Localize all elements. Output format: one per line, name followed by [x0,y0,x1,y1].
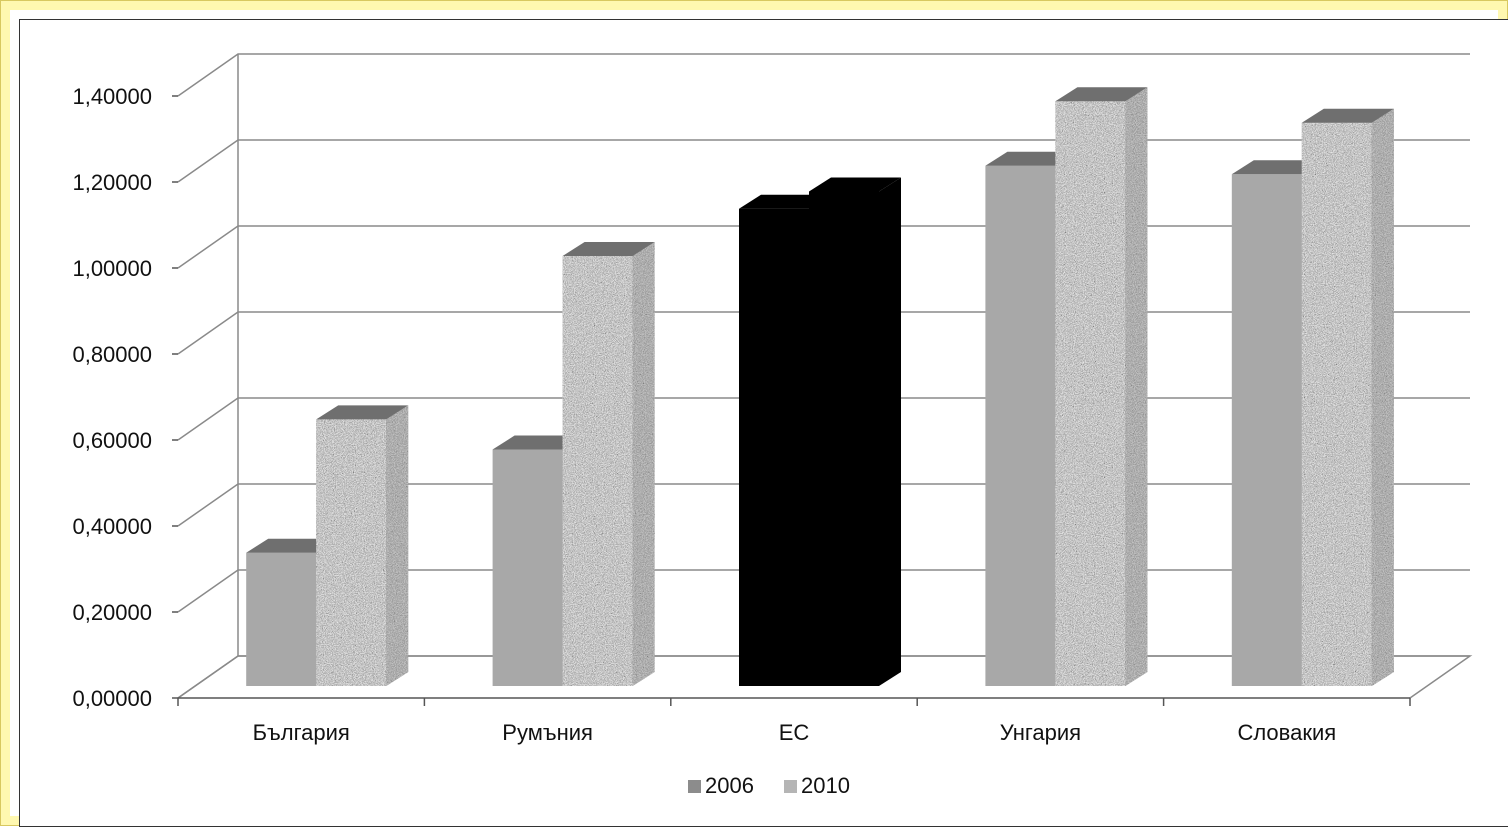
gridline [177,53,1470,97]
bar-side [879,177,901,686]
bar-top [492,435,585,450]
bar-front [739,208,809,686]
bar-top [809,177,901,192]
bar-texture [316,419,387,686]
bar-front [492,449,563,686]
tick-labels: 0,00000 0,20000 0,40000 0,60000 0,80000 1,000… [72,84,1336,745]
bar-side-texture [386,405,409,686]
legend-label: 2010 [801,773,850,798]
bar-side-texture [1125,87,1148,686]
category-label: ЕС [779,720,810,745]
y-tick-label: 0,20000 [72,600,152,625]
bar-top [1231,160,1324,175]
bar-front [246,552,317,686]
bar-Унгария-2010 [1055,87,1148,686]
legend-swatch [688,780,701,793]
legend-item-2006: 2006 [688,773,754,798]
legend: 2006 2010 [688,773,850,798]
y-tick-label: 0,00000 [72,686,152,711]
legend-swatch [784,780,797,793]
bars [246,87,1394,687]
bar-texture [562,256,633,686]
y-tick-label: 0,40000 [72,514,152,539]
bar-front [809,191,879,686]
category-label: България [253,720,350,745]
bar-България-2010 [316,405,409,686]
legend-label: 2006 [705,773,754,798]
y-tick-label: 1,00000 [72,256,152,281]
bar-top [1301,108,1394,123]
y-tick-label: 1,40000 [72,84,152,109]
bar-front [1231,174,1302,687]
bar-Румъния-2010 [562,242,655,686]
bar-top [562,242,655,256]
y-tick-label: 0,60000 [72,428,152,453]
category-label: Румъния [502,720,593,745]
bar-top [985,151,1078,166]
category-label: Унгария [1000,720,1081,745]
bar-top [739,194,831,209]
bar-ЕС-2010 [809,177,901,686]
category-label: Словакия [1237,720,1336,745]
bar-Словакия-2010 [1301,108,1394,686]
legend-item-2010: 2010 [784,773,850,798]
bar-top [246,538,339,553]
bar-texture [1055,101,1126,686]
y-tick-label: 0,80000 [72,342,152,367]
bar-top [316,405,409,420]
bar-side-texture [632,242,655,686]
bar-texture [1301,122,1372,686]
axes [172,54,1411,706]
y-tick-label: 1,20000 [72,170,152,195]
bar-front [985,165,1056,686]
bar-side-texture [1371,108,1394,686]
bar-top [1055,87,1148,102]
